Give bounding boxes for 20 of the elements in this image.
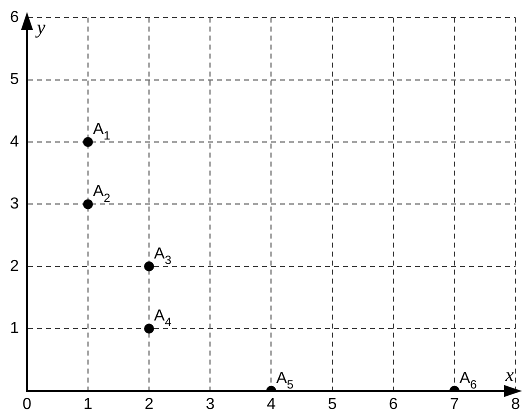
y-tick-label: 3 — [10, 196, 19, 213]
y-tick-label: 6 — [10, 9, 19, 26]
x-tick-label: 5 — [328, 396, 337, 413]
y-tick-label: 5 — [10, 71, 19, 88]
x-axis-title: x — [504, 364, 514, 386]
point — [82, 137, 93, 147]
point — [144, 261, 154, 272]
y-tick-label: 2 — [10, 258, 19, 275]
x-tick-label: 8 — [511, 396, 520, 413]
x-tick-label: 3 — [206, 396, 215, 413]
x-tick-label: 2 — [144, 396, 154, 413]
y-tick-label: 1 — [10, 320, 19, 338]
y-axis-title: y — [34, 18, 46, 39]
x-tick-label: 6 — [388, 396, 398, 413]
point — [82, 199, 93, 210]
x-tick-label: 1 — [84, 396, 93, 413]
x-tick-label: 7 — [450, 396, 460, 413]
x-tick-label: 0 — [22, 396, 32, 413]
y-tick-label: 4 — [10, 133, 19, 150]
x-tick-label: 4 — [266, 396, 276, 413]
